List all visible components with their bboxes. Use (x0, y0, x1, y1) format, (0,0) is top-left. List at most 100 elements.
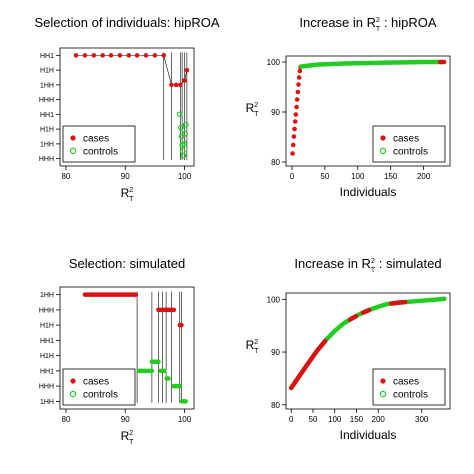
y-tick-label: 100 (267, 58, 281, 67)
cases-curve (360, 307, 372, 315)
x-tick-label: 150 (350, 415, 364, 424)
y-axis-label: R2 T (246, 338, 260, 355)
y-tick-label: 80 (271, 158, 280, 167)
x-tick-label: 100 (328, 415, 342, 424)
legend-controls-marker (379, 390, 387, 398)
legend-controls-label: controls (393, 147, 428, 158)
legend-cases-label: cases (393, 377, 419, 388)
cases-point (292, 119, 298, 124)
legend-controls-label: controls (393, 390, 428, 401)
x-tick-label: 0 (289, 415, 294, 424)
y-axis-label-sub: T (254, 348, 259, 355)
legend-box (372, 368, 446, 406)
x-tick-label: 50 (309, 415, 318, 424)
legend-controls-marker (379, 147, 387, 155)
y-tick-label: 80 (271, 401, 280, 410)
cases-point (290, 142, 296, 148)
x-tick-label: 200 (372, 415, 386, 424)
cases-point (126, 53, 132, 58)
legend-controls-label: controls (83, 390, 118, 401)
cases-point (184, 67, 190, 73)
cases-point (82, 53, 88, 58)
chart-title-sup: 2 (371, 258, 375, 265)
x-tick-label: 80 (61, 172, 70, 181)
y-tick-label: H1H (40, 68, 54, 75)
chart-title: Increase in R2 T : hipROA (299, 15, 436, 33)
cases-point (441, 59, 447, 65)
controls-point (178, 133, 185, 140)
y-tick-label: 1HH (40, 141, 54, 148)
y-tick-label: 90 (271, 108, 280, 117)
cases-point (296, 82, 301, 87)
cases-point (152, 53, 158, 58)
cases-point (178, 82, 183, 88)
cases-point (297, 68, 303, 74)
cases-point (291, 134, 297, 139)
legend-controls-marker (69, 147, 77, 155)
y-axis-label-main: R (246, 101, 255, 115)
plot-frame (285, 292, 451, 410)
y-axis-label-sup: 2 (254, 102, 258, 109)
controls-point (182, 121, 189, 128)
cases-point (182, 78, 187, 83)
cases-point (293, 112, 299, 117)
x-axis-label-main: R (121, 429, 130, 443)
x-tick-label: 100 (178, 415, 192, 424)
cases-point (290, 151, 295, 156)
plot-frame (59, 286, 195, 410)
cases-curve (288, 338, 328, 391)
controls-curve (298, 59, 446, 69)
chart-title: Selection of individuals: hipROA (35, 15, 220, 30)
y-tick-label: HH1 (40, 368, 54, 375)
cases-point (295, 89, 301, 95)
legend-cases-marker (380, 135, 386, 141)
legend-box (62, 368, 136, 406)
x-tick-label: 90 (121, 172, 130, 181)
legend-cases-marker (70, 378, 76, 384)
cases-curve (389, 299, 408, 306)
x-axis-label: R2 T (121, 429, 135, 446)
x-axis-label-sub: T (129, 196, 134, 203)
legend-cases-marker (380, 378, 386, 384)
y-tick-label: H1H (40, 353, 54, 360)
y-tick-label: 100 (267, 295, 281, 304)
y-tick-label: HHH (39, 384, 54, 391)
controls-point (176, 111, 183, 118)
y-axis-label-main: R (246, 338, 255, 352)
chart-title-sub: T (371, 267, 376, 274)
x-tick-label: 90 (121, 415, 130, 424)
chart-title-sub: T (376, 26, 381, 33)
y-tick-label: HH1 (40, 338, 54, 345)
chart-title-main: Increase in R (299, 15, 376, 30)
cases-point (91, 53, 97, 58)
y-axis-label: R2 T (246, 101, 260, 118)
y-tick-label: 1HH (40, 399, 54, 406)
plot-frame (59, 47, 195, 167)
y-axis-label-sub: T (254, 111, 259, 118)
legend-box (372, 125, 446, 163)
y-axis-label-sup: 2 (254, 339, 258, 346)
cases-point (296, 75, 302, 80)
x-axis-label: Individuals (340, 428, 397, 442)
chart-title-main: Increase in R (294, 256, 371, 271)
x-axis-label: Individuals (340, 185, 397, 199)
legend-controls-marker (69, 390, 77, 398)
controls-point (180, 152, 187, 159)
y-tick-label: 1HH (40, 292, 54, 299)
cases-path (76, 55, 188, 86)
legend-cases-label: cases (83, 377, 109, 388)
y-tick-label: H1H (40, 323, 54, 330)
y-tick-label: 1HH (40, 82, 54, 89)
cases-point (292, 126, 297, 132)
cases-point (294, 97, 300, 102)
legend-controls-label: controls (83, 147, 118, 158)
legend-cases-marker (70, 135, 76, 141)
cases-point (117, 53, 123, 58)
controls-point (178, 124, 184, 131)
x-tick-label: 50 (320, 172, 329, 181)
legend-cases-label: cases (393, 134, 419, 145)
legend-cases-label: cases (83, 134, 109, 145)
cases-point (134, 53, 140, 58)
